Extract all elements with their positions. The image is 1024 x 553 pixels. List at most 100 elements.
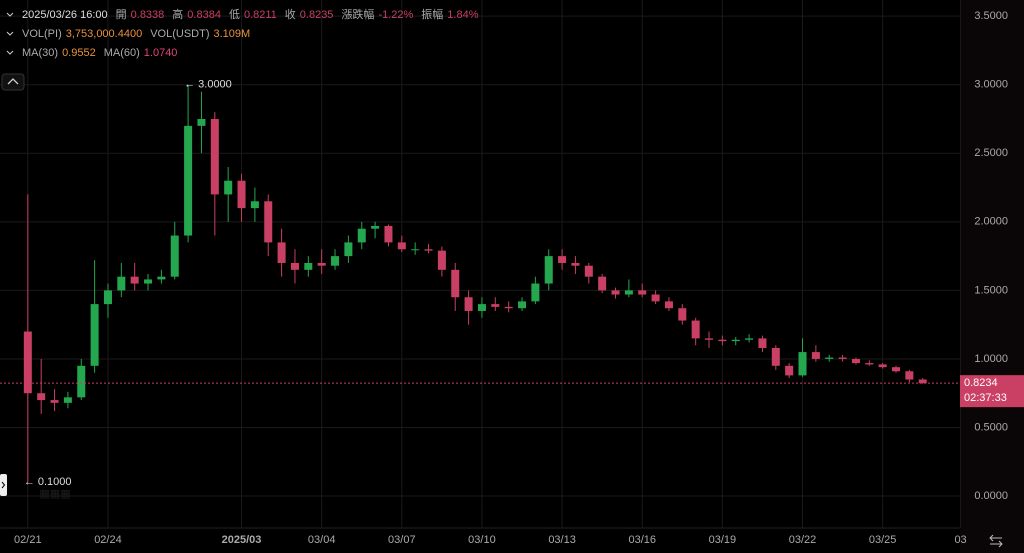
- x-tick-label: 03/25: [869, 534, 897, 546]
- candle-body: [638, 290, 647, 295]
- candle-body: [825, 357, 834, 359]
- x-tick-label: 03/16: [628, 534, 656, 546]
- candle-body: [130, 276, 139, 284]
- candle-body: [37, 393, 46, 401]
- x-tick-label: 03/07: [388, 534, 416, 546]
- candle-body: [491, 304, 500, 307]
- candle-body: [571, 262, 580, 266]
- candle-body: [745, 338, 754, 340]
- candle-body: [477, 304, 486, 311]
- y-tick-label: 3.0000: [974, 79, 1008, 91]
- header-value: 0.8338: [131, 9, 165, 21]
- last-price-label: 0.8234: [964, 377, 998, 389]
- candle-body: [611, 290, 620, 295]
- x-tick-label: 02/24: [94, 534, 122, 546]
- candle-body: [705, 338, 714, 340]
- candle-body: [170, 235, 179, 277]
- header-label: 收: [285, 7, 296, 21]
- candle-body: [23, 331, 32, 394]
- price-axis-bg: [960, 0, 1024, 553]
- candle-body: [317, 262, 326, 266]
- candle-body: [103, 290, 112, 305]
- y-tick-label: 3.5000: [974, 10, 1008, 22]
- candle-body: [63, 397, 72, 403]
- candle-body: [758, 338, 767, 348]
- candle-body: [397, 242, 406, 250]
- candle-body: [117, 276, 126, 291]
- annotation: ← 0.1000: [24, 476, 72, 488]
- candle-body: [290, 262, 299, 270]
- candle-body: [224, 180, 233, 195]
- candle-body: [584, 265, 593, 277]
- header: 2025/03/26 16:00 開 0.8338 高 0.8384 低 0.8211 收 0.…: [6, 7, 479, 59]
- candle-body: [718, 339, 727, 342]
- header-label: 漲跌幅: [341, 7, 374, 21]
- candle-body: [210, 119, 219, 195]
- header-value: 1.0740: [144, 47, 178, 59]
- chevron: [6, 50, 14, 55]
- candle-body: [144, 279, 153, 284]
- candle-body: [771, 347, 780, 366]
- candle-body: [811, 352, 820, 359]
- header-label: 高: [172, 7, 183, 21]
- candle-body: [731, 339, 740, 342]
- candle-body: [250, 201, 259, 209]
- collapse-icon: [7, 78, 19, 85]
- header-value: 1.84%: [447, 9, 478, 21]
- annotation: ← 3.0000: [184, 79, 232, 91]
- candle-body: [157, 276, 166, 280]
- candle-body: [90, 304, 99, 366]
- collapse-button[interactable]: [1, 73, 25, 91]
- candle-body: [357, 228, 366, 243]
- watermark: ▦▦▦: [39, 488, 70, 500]
- candle-body: [331, 256, 340, 266]
- header-value: -1.22%: [378, 9, 413, 21]
- header-value: 0.8235: [300, 9, 334, 21]
- last-price-box: [960, 375, 1024, 408]
- header-value: 0.8211: [244, 9, 277, 21]
- x-tick-label: 03/19: [709, 534, 737, 546]
- candle-body: [691, 320, 700, 339]
- candle-body: [344, 242, 353, 257]
- candle-body: [651, 294, 660, 302]
- header-label: MA(30): [22, 47, 58, 59]
- y-tick-label: 0.5000: [974, 421, 1008, 433]
- candle-body: [838, 357, 847, 359]
- chevron: [6, 12, 14, 17]
- countdown-label: 02:37:33: [964, 392, 1007, 404]
- header-text: 2025/03/26 16:00: [22, 9, 108, 21]
- x-tick-label: 03/10: [468, 534, 496, 546]
- candle-body: [664, 301, 673, 309]
- candle-body: [371, 225, 380, 229]
- candle-body: [518, 301, 527, 309]
- candle-body: [304, 262, 313, 270]
- candle-body: [184, 125, 193, 236]
- candle-body: [424, 249, 433, 251]
- y-tick-label: 2.0000: [974, 216, 1008, 228]
- candle-body: [851, 358, 860, 364]
- y-tick-label: 2.5000: [974, 147, 1008, 159]
- candle-body: [411, 249, 420, 251]
- candle-body: [598, 276, 607, 291]
- x-tick-label: 03/22: [789, 534, 817, 546]
- candle-body: [918, 379, 927, 384]
- candle-body: [558, 256, 567, 263]
- header-value: 0.8384: [187, 9, 221, 21]
- settings-icon[interactable]: [989, 534, 1003, 548]
- header-value: 3,753,000.4400: [66, 28, 142, 40]
- header-label: 低: [229, 8, 240, 21]
- candle-body: [50, 400, 59, 403]
- header-label: VOL(USDT): [150, 28, 209, 40]
- x-tick-label: 2025/03: [222, 534, 262, 546]
- candle-body: [624, 290, 633, 295]
- candle-body: [384, 225, 393, 243]
- side-toggle[interactable]: [0, 474, 7, 496]
- candle-body: [878, 364, 887, 368]
- chevron: [6, 31, 14, 36]
- y-tick-label: 1.5000: [974, 284, 1008, 296]
- candle-body: [451, 269, 460, 298]
- candle-body: [277, 242, 286, 263]
- candle-body: [678, 308, 687, 321]
- candle-body: [798, 352, 807, 376]
